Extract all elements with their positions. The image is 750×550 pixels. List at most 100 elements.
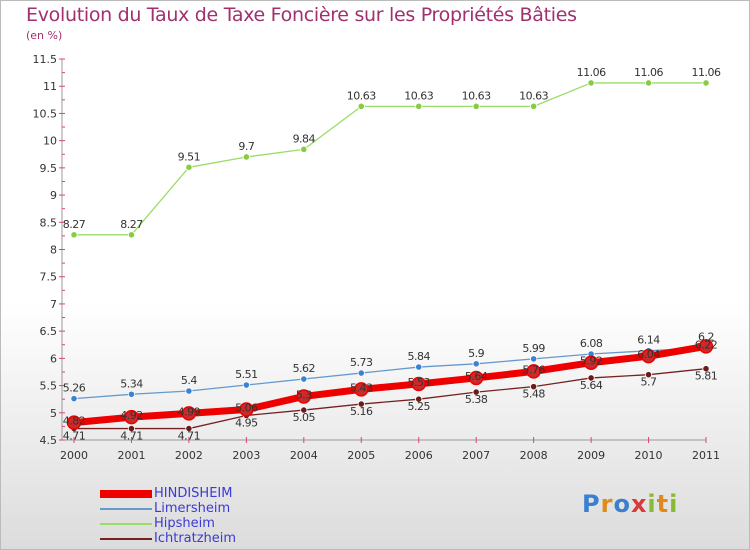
x-tick-label: 2004 xyxy=(290,449,318,462)
data-label-hindisheim: 5.06 xyxy=(235,402,258,415)
point-limersheim xyxy=(242,381,250,389)
logo-letter: i xyxy=(647,490,657,518)
x-tick-label: 2002 xyxy=(175,449,203,462)
data-label-limersheim: 5.51 xyxy=(235,368,258,381)
point-hindisheim xyxy=(181,406,197,421)
data-label-limersheim: 5.4 xyxy=(181,374,197,387)
x-tick-label: 2008 xyxy=(520,449,548,462)
point-hindisheim xyxy=(468,370,484,386)
y-tick-label: 4.5 xyxy=(40,434,58,447)
x-tick-label: 2001 xyxy=(117,449,145,462)
y-tick-label: 10.5 xyxy=(33,107,58,120)
x-tick-label: 2010 xyxy=(635,449,663,462)
data-label-ichtratzheim: 5.16 xyxy=(350,405,373,418)
x-tick-label: 2011 xyxy=(692,449,720,462)
logo-letter: x xyxy=(630,490,648,518)
point-hipsheim xyxy=(702,79,710,87)
data-label-hindisheim: 4.82 xyxy=(63,415,86,428)
logo-letter: r xyxy=(600,490,614,518)
data-label-hipsheim: 11.06 xyxy=(577,66,606,79)
proxiti-logo: Proxiti xyxy=(582,490,678,518)
line-chart: 4.5 5 5.5 6 6.5 7 7.5 8 8.5 9 9.5 10 10.5 11 11.5 2000 2… xyxy=(33,53,722,462)
point-limersheim xyxy=(185,387,193,395)
data-label-limersheim: 5.73 xyxy=(350,356,373,369)
y-tick-label: 8.5 xyxy=(40,216,58,229)
y-tick-label: 5.5 xyxy=(40,380,58,393)
data-label-ichtratzheim: 5.38 xyxy=(465,393,488,406)
y-tick-label: 7 xyxy=(50,298,57,311)
data-label-limersheim: 6.08 xyxy=(580,337,603,350)
chart-title: Evolution du Taux de Taxe Foncière sur l… xyxy=(26,4,577,26)
x-tick-label: 2005 xyxy=(347,449,375,462)
data-label-hipsheim: 9.7 xyxy=(238,140,254,153)
point-hipsheim xyxy=(530,102,538,110)
data-label-ichtratzheim: 4.95 xyxy=(235,417,258,430)
data-label-hipsheim: 8.27 xyxy=(120,218,143,231)
data-label-limersheim: 5.26 xyxy=(63,382,86,395)
data-label-hindisheim: 6.04 xyxy=(637,348,660,361)
data-label-ichtratzheim: 5.64 xyxy=(580,379,603,392)
data-label-hipsheim: 11.06 xyxy=(634,66,663,79)
point-hindisheim xyxy=(411,376,426,392)
y-tick-label: 6 xyxy=(50,352,57,365)
data-label-ichtratzheim: 4.71 xyxy=(178,430,201,443)
logo-letter: P xyxy=(582,490,601,518)
point-limersheim xyxy=(472,360,480,368)
point-ichtratzheim xyxy=(300,406,308,414)
point-hipsheim xyxy=(472,102,480,110)
legend-label: HINDISHEIM xyxy=(154,486,233,501)
point-hindisheim xyxy=(354,382,369,397)
x-tick-label: 2007 xyxy=(462,449,490,462)
data-label-hipsheim: 10.63 xyxy=(404,89,433,102)
point-ichtratzheim xyxy=(530,383,538,391)
point-hipsheim xyxy=(185,163,193,171)
point-hipsheim xyxy=(242,153,250,161)
data-label-hindisheim: 5.53 xyxy=(407,376,430,389)
data-label-limersheim: 5.99 xyxy=(522,342,545,355)
point-hindisheim xyxy=(641,348,656,364)
y-tick-label: 5 xyxy=(50,407,57,420)
data-label-hipsheim: 9.84 xyxy=(293,132,316,145)
point-limersheim xyxy=(415,363,423,371)
data-label-limersheim: 5.9 xyxy=(468,347,484,360)
point-hipsheim xyxy=(127,231,136,239)
point-ichtratzheim xyxy=(127,424,136,433)
logo-letter: o xyxy=(613,490,631,518)
unit-label: (en %) xyxy=(26,29,63,42)
legend-swatch xyxy=(100,523,152,525)
point-ichtratzheim xyxy=(185,424,193,433)
x-tick-label: 2000 xyxy=(60,449,88,462)
y-tick-label: 6.5 xyxy=(40,325,58,338)
point-hindisheim xyxy=(296,389,312,404)
point-hipsheim xyxy=(415,102,423,110)
point-hindisheim xyxy=(124,409,139,425)
x-tick-label: 2006 xyxy=(405,449,433,462)
legend-label: Hipsheim xyxy=(154,516,215,531)
point-hindisheim xyxy=(583,355,599,370)
y-tick-label: 10 xyxy=(43,135,57,148)
point-hipsheim xyxy=(644,79,653,87)
y-tick-label: 7.5 xyxy=(40,271,58,284)
series-line-limersheim xyxy=(73,346,707,400)
point-ichtratzheim xyxy=(644,371,653,379)
point-hindisheim xyxy=(698,339,714,354)
point-ichtratzheim xyxy=(472,388,480,396)
data-label-hipsheim: 11.06 xyxy=(692,66,721,79)
series-line-hindisheim xyxy=(73,342,707,427)
data-label-hipsheim: 10.63 xyxy=(462,89,491,102)
data-label-ichtratzheim: 5.81 xyxy=(695,370,718,383)
point-limersheim xyxy=(70,395,78,403)
point-ichtratzheim xyxy=(702,365,710,373)
data-label-ichtratzheim: 5.48 xyxy=(522,388,545,401)
data-label-hipsheim: 10.63 xyxy=(519,89,548,102)
data-label-hipsheim: 10.63 xyxy=(347,89,376,102)
x-tick-label: 2003 xyxy=(232,449,260,462)
y-tick-label: 9 xyxy=(50,189,57,202)
data-label-hindisheim: 4.99 xyxy=(178,405,201,418)
point-limersheim xyxy=(530,355,538,363)
y-tick-label: 11.5 xyxy=(33,53,58,66)
point-limersheim xyxy=(127,390,136,398)
data-label-ichtratzheim: 4.71 xyxy=(63,430,86,443)
data-label-hindisheim: 5.64 xyxy=(465,370,488,383)
point-limersheim xyxy=(357,369,365,377)
